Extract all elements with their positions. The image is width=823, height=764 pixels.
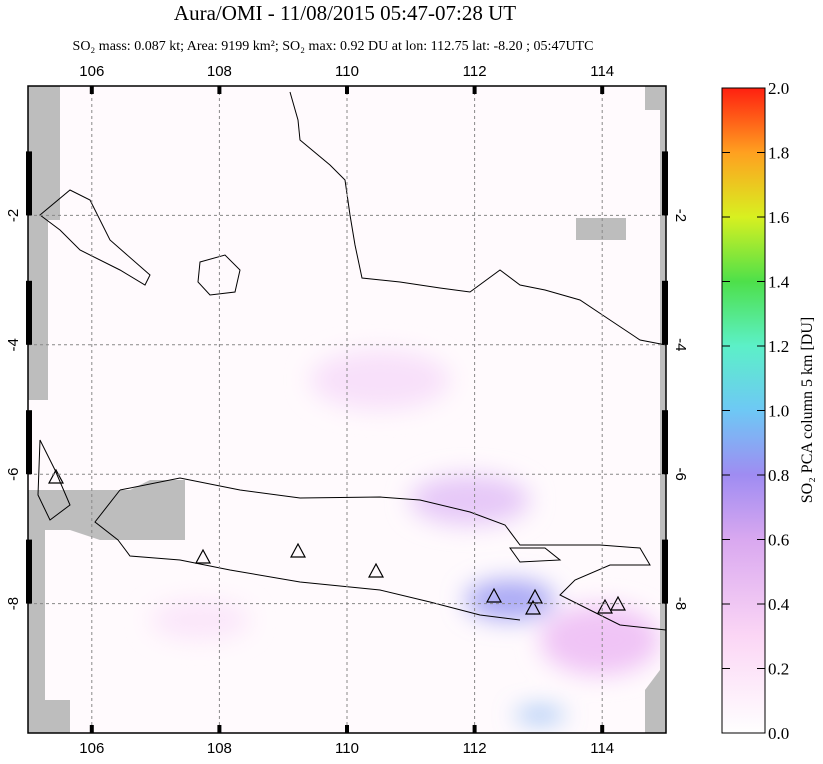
so2-field <box>150 350 660 721</box>
y-tick-label: -2 <box>5 209 22 222</box>
colorbar-tick-label: 0.4 <box>768 595 790 614</box>
x-tick-label: 108 <box>207 63 232 80</box>
colorbar-tick-label: 0.0 <box>768 724 789 743</box>
missing-data <box>28 86 666 733</box>
tick-mark <box>26 280 32 345</box>
x-tick-label: 110 <box>335 63 359 80</box>
x-tick-label: 106 <box>79 740 104 757</box>
subtitle: SO₂ mass: 0.087 kt; Area: 9199 km²; SO₂ … <box>73 39 594 54</box>
coastline <box>37 91 666 631</box>
colorbar-label: SO₂ PCA column 5 km [DU] <box>799 317 816 503</box>
tick-mark <box>345 86 349 94</box>
y-tick-label: -4 <box>672 338 689 351</box>
tick-mark <box>600 86 605 94</box>
x-tick-label: 108 <box>207 740 232 757</box>
y-tick-label: -6 <box>672 468 689 481</box>
x-tick-label: 112 <box>463 63 487 80</box>
y-tick-label: -4 <box>5 338 22 351</box>
tick-mark <box>662 539 668 604</box>
x-tick-label: 114 <box>590 740 614 757</box>
y-tick-label: -6 <box>5 468 22 481</box>
colorbar-tick-label: 0.6 <box>768 531 789 550</box>
tick-mark <box>26 539 32 604</box>
tick-mark <box>217 725 222 733</box>
tick-mark <box>472 86 477 94</box>
tick-mark <box>662 410 668 475</box>
tick-mark <box>662 280 668 345</box>
y-tick-label: -8 <box>5 597 22 610</box>
x-tick-label: 112 <box>463 740 487 757</box>
x-tick-label: 114 <box>590 63 614 80</box>
colorbar-tick-label: 1.0 <box>768 402 789 421</box>
x-tick-label: 110 <box>335 740 359 757</box>
grid <box>26 86 668 733</box>
colorbar-tick-label: 2.0 <box>768 79 789 98</box>
map-field <box>28 86 666 733</box>
volcanoes <box>47 468 627 615</box>
y-tick-label: -8 <box>672 597 689 610</box>
colorbar-tick-label: 1.4 <box>768 273 790 292</box>
map-frame <box>27 85 667 734</box>
colorbar-tick-label: 0.2 <box>768 660 789 679</box>
tick-mark <box>472 725 477 733</box>
y-tick-label: -2 <box>672 209 689 222</box>
tick-mark <box>89 86 94 94</box>
tick-mark <box>26 410 32 475</box>
colorbar-tick-label: 0.8 <box>768 466 789 485</box>
tick-mark <box>217 86 222 94</box>
tick-mark <box>89 725 94 733</box>
colorbar-tick-label: 1.2 <box>768 337 789 356</box>
x-tick-label: 106 <box>79 63 104 80</box>
tick-mark <box>662 151 668 216</box>
tick-mark <box>600 725 605 733</box>
title: Aura/OMI - 11/08/2015 05:47-07:28 UT <box>174 1 516 25</box>
colorbar-tick-label: 1.6 <box>768 208 789 227</box>
tick-mark <box>345 725 349 733</box>
colorbar-tick-label: 1.8 <box>768 144 789 163</box>
tick-mark <box>26 151 32 216</box>
